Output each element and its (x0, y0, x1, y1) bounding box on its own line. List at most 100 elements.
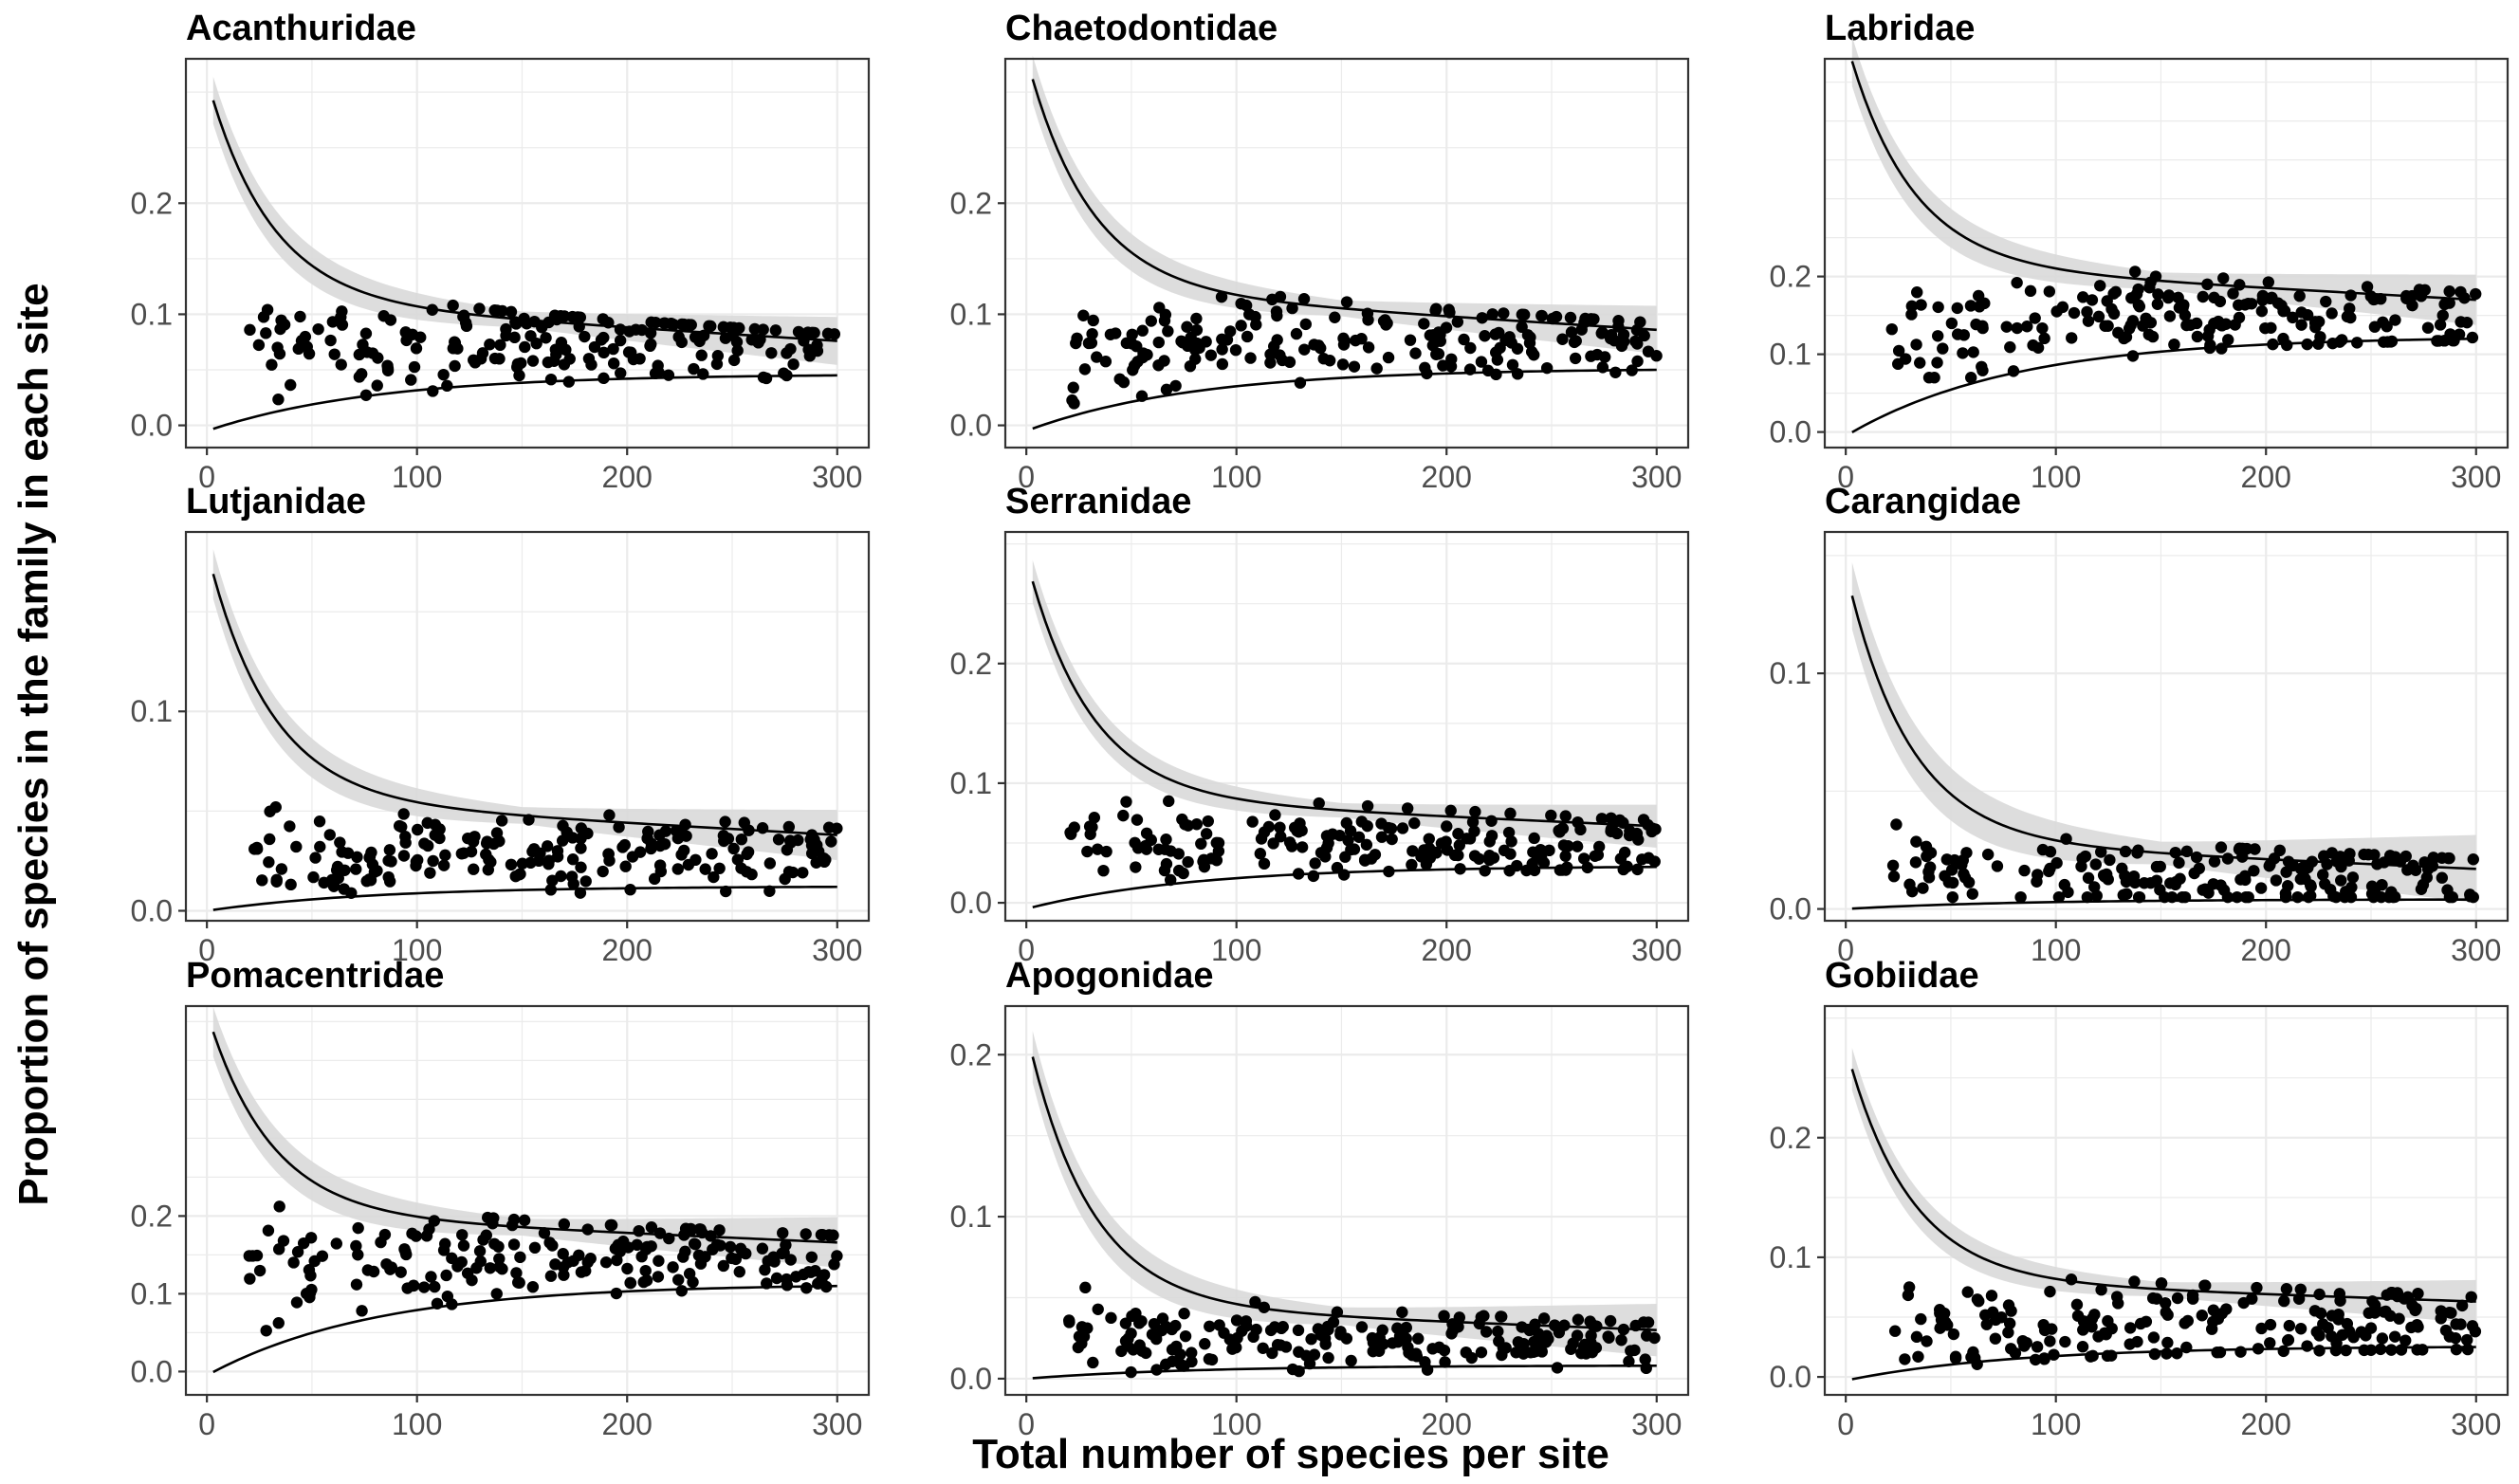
data-point (1079, 1281, 1092, 1294)
data-point (1453, 1311, 1466, 1324)
data-point (2161, 291, 2175, 304)
data-point (784, 836, 797, 849)
x-tick-label: 200 (1422, 1407, 1472, 1441)
data-point (611, 1254, 623, 1267)
data-point (1264, 348, 1277, 360)
data-point (1642, 1316, 1655, 1328)
data-point (1290, 327, 1303, 340)
data-point (1931, 357, 1943, 369)
data-point (1182, 819, 1194, 832)
data-point (713, 862, 726, 874)
data-point (2197, 290, 2209, 303)
data-point (727, 842, 740, 855)
data-point (616, 841, 629, 853)
data-point (765, 347, 778, 359)
data-point (2021, 321, 2033, 333)
data-point (1264, 357, 1277, 369)
data-point (1612, 315, 1625, 327)
data-point (1493, 326, 1505, 339)
data-point (2345, 881, 2358, 894)
x-tick-label: 200 (602, 1407, 653, 1441)
data-point (677, 1251, 690, 1263)
data-point (582, 353, 596, 365)
data-point (667, 1261, 679, 1273)
data-point (1537, 1312, 1551, 1325)
data-point (244, 1273, 256, 1285)
data-point (2455, 1318, 2467, 1330)
data-point (566, 310, 579, 323)
data-point (1087, 314, 1099, 327)
data-point (526, 355, 540, 367)
data-point (1535, 309, 1548, 322)
data-point (295, 335, 308, 347)
data-point (645, 1221, 658, 1234)
data-point (727, 354, 741, 367)
data-point (1903, 878, 1916, 890)
data-point (1531, 851, 1544, 864)
data-point (1917, 882, 1929, 894)
data-point (1294, 376, 1307, 389)
data-point (528, 1241, 542, 1255)
data-point (1152, 336, 1165, 349)
data-point (1637, 814, 1650, 826)
data-point (1910, 339, 1922, 351)
x-tick-label: 0 (1018, 460, 1035, 494)
data-point (2443, 890, 2456, 904)
data-point (828, 1258, 840, 1271)
data-point (624, 884, 636, 896)
data-point (461, 1267, 474, 1279)
data-point (1543, 844, 1555, 857)
data-point (1899, 1353, 1911, 1365)
data-point (1274, 821, 1286, 834)
data-point (1377, 315, 1390, 327)
data-point (713, 1224, 726, 1237)
data-point (2314, 331, 2326, 343)
data-point (1604, 1314, 1617, 1328)
data-point (1072, 1341, 1085, 1354)
data-point (1092, 843, 1104, 855)
data-point (1480, 1326, 1493, 1338)
data-point (1244, 352, 1257, 364)
data-point (439, 849, 451, 862)
x-tick-label: 100 (392, 460, 442, 494)
data-point (1068, 397, 1080, 410)
data-point (1286, 302, 1298, 315)
data-point (2193, 862, 2206, 875)
data-point (309, 852, 322, 864)
data-point (1215, 290, 1228, 303)
data-point (2255, 304, 2269, 318)
data-point (429, 829, 441, 841)
data-point (2161, 1336, 2174, 1349)
data-point (1309, 857, 1321, 870)
data-point (1210, 854, 1223, 867)
data-point (2374, 1343, 2387, 1356)
y-tick-label: 0.2 (950, 1037, 992, 1072)
data-point (1468, 850, 1481, 862)
data-point (730, 336, 744, 348)
data-point (1148, 1317, 1161, 1330)
data-point (650, 316, 662, 329)
data-point (2126, 315, 2140, 327)
data-point (597, 313, 609, 325)
data-point (1960, 847, 1973, 859)
data-point (2124, 1322, 2137, 1334)
data-point (427, 385, 439, 397)
data-point (1577, 852, 1590, 865)
data-point (741, 848, 753, 861)
data-point (729, 1253, 742, 1266)
data-point (2270, 874, 2283, 887)
data-point (2044, 1285, 2056, 1298)
data-point (338, 883, 350, 895)
data-point (2214, 1346, 2227, 1359)
data-point (439, 1237, 451, 1250)
data-point (1643, 852, 1655, 864)
upper-null-curve (1850, 595, 2476, 870)
data-point (777, 1227, 789, 1239)
data-point (1625, 1345, 1637, 1357)
data-point (1921, 1335, 1933, 1347)
data-point (1345, 843, 1357, 856)
data-point (1158, 315, 1171, 327)
data-point (710, 357, 724, 371)
data-point (2018, 864, 2031, 877)
data-point (2119, 870, 2131, 882)
